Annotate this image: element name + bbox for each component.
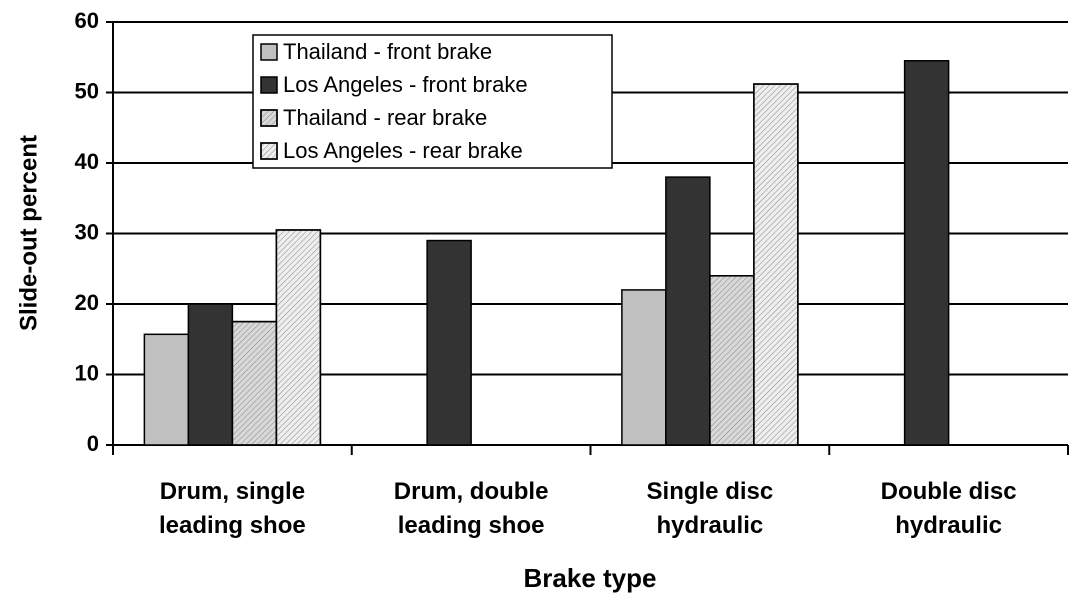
legend-label: Los Angeles - front brake: [283, 72, 528, 97]
y-tick-label: 50: [75, 78, 99, 103]
bar-hatch: [260, 142, 278, 160]
x-tick-label: Drum, single leading shoe: [159, 478, 306, 539]
bar: [426, 239, 472, 446]
x-tick-label: Single disc hydraulic: [646, 478, 774, 539]
bar-hatch: [275, 229, 322, 446]
bar: [665, 176, 711, 446]
y-tick-label: 30: [75, 219, 99, 244]
y-axis-title: Slide-out percent: [15, 135, 42, 331]
legend-label: Thailand - front brake: [283, 39, 492, 64]
bar: [187, 303, 234, 446]
x-axis-title: Brake type: [524, 563, 657, 593]
bar-hatch: [753, 83, 799, 446]
y-tick-label: 40: [75, 149, 99, 174]
bar: [903, 60, 950, 446]
y-tick-label: 20: [75, 290, 99, 315]
bar-hatch: [231, 320, 278, 446]
x-tick-label: Double disc hydraulic: [880, 478, 1017, 539]
bar: [621, 289, 667, 446]
legend-swatch: [260, 43, 278, 61]
y-tick-label: 0: [87, 431, 99, 456]
legend-swatch: [260, 76, 278, 94]
bar-hatch: [260, 109, 278, 127]
y-tick-label: 10: [75, 360, 99, 385]
x-tick-label: Drum, double leading shoe: [393, 478, 549, 539]
bar-hatch: [709, 275, 755, 446]
legend-label: Los Angeles - rear brake: [283, 138, 523, 163]
legend-label: Thailand - rear brake: [283, 105, 487, 130]
legend-box: [252, 34, 613, 169]
y-tick-label: 60: [75, 8, 99, 33]
bar: [143, 333, 190, 446]
